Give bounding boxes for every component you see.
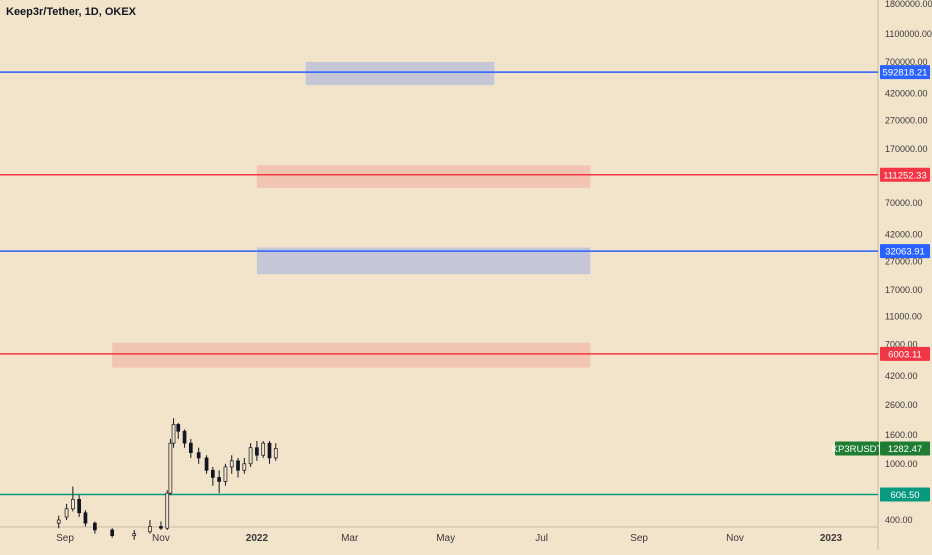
last-price-text: 1282.47 <box>888 444 922 455</box>
x-tick-label: Jul <box>535 533 548 544</box>
x-tick-label: Nov <box>152 533 170 544</box>
level-tag <box>880 167 930 182</box>
level-tag <box>880 487 930 502</box>
candle-body <box>56 519 61 524</box>
y-tick-label: 7000.00 <box>885 339 918 349</box>
red-zone <box>112 342 591 368</box>
y-tick-label: 42000.00 <box>885 230 923 240</box>
candle-body <box>236 460 240 471</box>
candle-body <box>110 529 115 536</box>
red-zone <box>256 165 591 188</box>
y-tick-label: 17000.00 <box>885 285 923 295</box>
blue-zone <box>305 61 495 86</box>
level-tag <box>880 244 930 259</box>
candle-body <box>188 442 193 453</box>
level-tag-text: 111252.33 <box>883 170 927 181</box>
level-tag-text: 32063.91 <box>885 247 925 258</box>
y-tick-label: 11000.00 <box>885 312 922 322</box>
candle-body <box>261 442 266 456</box>
level-tag-text: 606.50 <box>890 490 919 501</box>
y-tick-label: 2600.00 <box>885 400 918 410</box>
candle-body <box>159 526 163 529</box>
level-tag <box>880 346 930 361</box>
candle-body <box>132 533 137 536</box>
y-tick-label: 700000.00 <box>885 57 928 67</box>
y-tick-label: 1100000.00 <box>885 29 932 39</box>
x-tick-label: Sep <box>56 533 74 544</box>
y-tick-label: 400.00 <box>885 515 913 525</box>
candle-body <box>71 499 75 510</box>
candle-body <box>211 469 215 478</box>
candle-body <box>223 466 228 482</box>
candle-body <box>64 508 69 518</box>
candle-body <box>83 512 88 524</box>
y-tick-label: 1600.00 <box>885 430 918 440</box>
candle-body <box>171 424 176 444</box>
y-tick-label: 70000.00 <box>885 198 923 208</box>
candle-body <box>217 477 221 482</box>
x-tick-label: Sep <box>630 533 648 544</box>
level-tag-text: 592818.21 <box>883 68 928 79</box>
symbol-tag <box>835 441 879 456</box>
candle-body <box>204 457 209 471</box>
y-tick-label: 27000.00 <box>885 257 923 267</box>
x-tick-label: 2022 <box>246 533 269 544</box>
candle-body <box>255 447 259 456</box>
level-tag-text: 6003.11 <box>888 349 922 360</box>
candle-body <box>168 442 173 494</box>
last-price-tag <box>880 441 930 456</box>
candle-body <box>196 452 201 459</box>
x-tick-label: May <box>436 533 455 544</box>
blue-zone <box>256 247 591 275</box>
candle-body <box>267 442 272 459</box>
level-tag <box>880 65 930 80</box>
y-tick-label: 1800000.00 <box>885 0 932 9</box>
x-tick-label: Mar <box>341 533 359 544</box>
candle-body <box>242 463 247 471</box>
candle-body <box>176 424 181 432</box>
candle-body <box>77 499 82 514</box>
candle-body <box>229 460 234 468</box>
symbol-tag-text: KP3RUSDT <box>832 444 883 455</box>
x-tick-label: Nov <box>726 533 744 544</box>
candle-body <box>148 526 152 533</box>
y-tick-label: 420000.00 <box>885 88 928 98</box>
chart-title: Keep3r/Tether, 1D, OKEX <box>6 6 137 18</box>
candle-body <box>248 447 253 465</box>
candle-body <box>273 448 278 459</box>
y-tick-label: 1000.00 <box>885 459 918 469</box>
y-tick-label: 4200.00 <box>885 371 918 381</box>
y-tick-label: 170000.00 <box>885 144 928 154</box>
candle-body <box>182 430 187 444</box>
candle-body <box>93 522 97 531</box>
y-tick-label: 270000.00 <box>885 115 928 125</box>
candle-body <box>165 492 170 529</box>
x-tick-label: 2023 <box>820 533 843 544</box>
